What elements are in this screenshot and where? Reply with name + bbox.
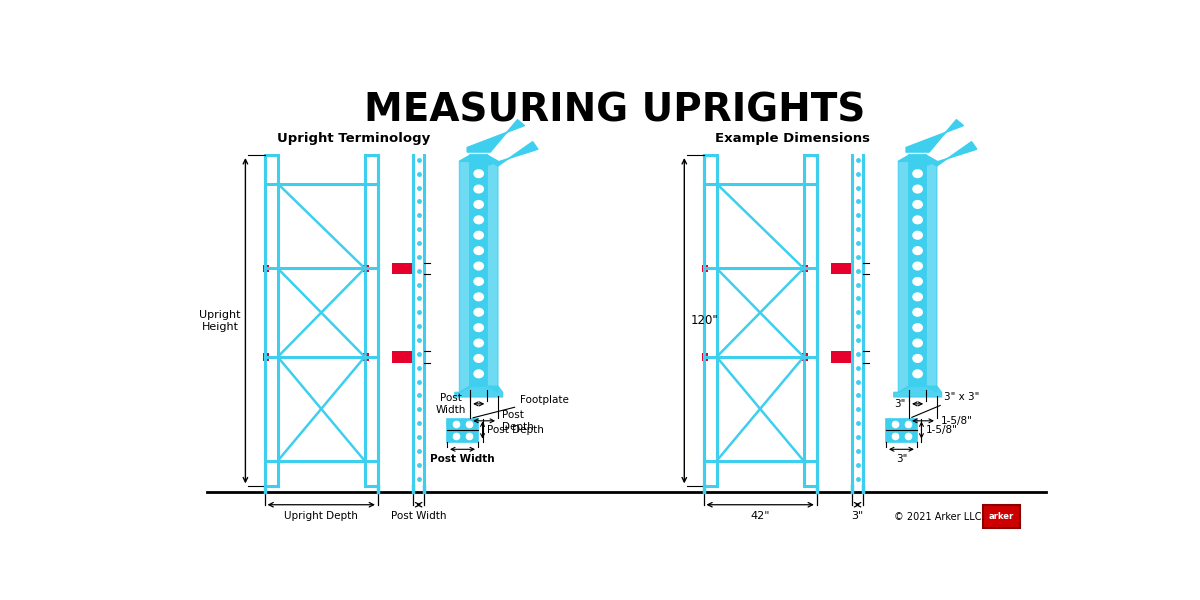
- Text: Example Dimensions: Example Dimensions: [715, 132, 870, 145]
- Polygon shape: [926, 155, 937, 392]
- Ellipse shape: [913, 200, 923, 208]
- Bar: [391, 351, 413, 362]
- Text: 1-5/8": 1-5/8": [941, 416, 972, 426]
- Text: 120": 120": [690, 314, 719, 327]
- Ellipse shape: [913, 293, 923, 301]
- Text: 42": 42": [750, 511, 770, 521]
- Bar: [364, 353, 370, 361]
- Ellipse shape: [474, 370, 484, 377]
- Polygon shape: [470, 155, 487, 386]
- Ellipse shape: [913, 185, 923, 193]
- Ellipse shape: [474, 324, 484, 331]
- Ellipse shape: [474, 247, 484, 254]
- Polygon shape: [894, 386, 942, 397]
- Bar: [830, 351, 852, 362]
- Polygon shape: [910, 155, 926, 386]
- Ellipse shape: [474, 170, 484, 178]
- Ellipse shape: [913, 355, 923, 362]
- Ellipse shape: [474, 216, 484, 224]
- Text: Footplate: Footplate: [473, 395, 569, 418]
- Text: arker: arker: [989, 512, 1014, 521]
- Ellipse shape: [913, 324, 923, 331]
- Ellipse shape: [913, 232, 923, 239]
- Ellipse shape: [474, 200, 484, 208]
- Bar: [702, 353, 708, 361]
- Text: Post
Depth: Post Depth: [502, 410, 534, 431]
- Text: 3": 3": [895, 454, 907, 464]
- Bar: [830, 263, 852, 274]
- Text: Upright Depth: Upright Depth: [284, 511, 358, 521]
- Ellipse shape: [913, 278, 923, 285]
- Ellipse shape: [913, 339, 923, 347]
- Text: Upright
Height: Upright Height: [199, 310, 241, 332]
- Bar: [263, 353, 269, 361]
- Text: 3": 3": [852, 511, 864, 521]
- Polygon shape: [899, 155, 910, 392]
- Ellipse shape: [913, 262, 923, 270]
- Text: Upright Terminology: Upright Terminology: [276, 132, 430, 145]
- Ellipse shape: [474, 339, 484, 347]
- Ellipse shape: [474, 185, 484, 193]
- Ellipse shape: [913, 170, 923, 178]
- Polygon shape: [899, 155, 937, 161]
- Ellipse shape: [913, 247, 923, 254]
- Bar: [364, 265, 370, 272]
- Bar: [983, 505, 1020, 528]
- Bar: [448, 419, 478, 442]
- Ellipse shape: [913, 370, 923, 377]
- Bar: [802, 265, 809, 272]
- Ellipse shape: [474, 293, 484, 301]
- Ellipse shape: [913, 216, 923, 224]
- Bar: [263, 265, 269, 272]
- Text: Post Width: Post Width: [391, 511, 446, 521]
- Ellipse shape: [913, 308, 923, 316]
- Text: 3" x 3": 3" x 3": [912, 392, 979, 418]
- Text: MEASURING UPRIGHTS: MEASURING UPRIGHTS: [365, 91, 865, 129]
- Ellipse shape: [474, 355, 484, 362]
- Bar: [702, 265, 708, 272]
- Polygon shape: [460, 155, 498, 161]
- Text: Post
Width: Post Width: [436, 393, 467, 415]
- Ellipse shape: [474, 308, 484, 316]
- Bar: [391, 263, 413, 274]
- Bar: [802, 353, 809, 361]
- Ellipse shape: [474, 262, 484, 270]
- Ellipse shape: [474, 232, 484, 239]
- Polygon shape: [455, 386, 503, 397]
- Polygon shape: [926, 142, 977, 166]
- Text: © 2021 Arker LLC.: © 2021 Arker LLC.: [894, 512, 984, 522]
- Polygon shape: [487, 155, 498, 392]
- Polygon shape: [467, 119, 524, 152]
- Text: 1-5/8": 1-5/8": [926, 425, 958, 435]
- Text: 3": 3": [894, 399, 905, 409]
- Text: Post Depth: Post Depth: [487, 425, 544, 435]
- Polygon shape: [460, 155, 470, 392]
- Ellipse shape: [474, 278, 484, 285]
- Text: Post Width: Post Width: [431, 454, 494, 464]
- Bar: [886, 419, 917, 442]
- Polygon shape: [487, 142, 538, 166]
- Polygon shape: [906, 119, 964, 152]
